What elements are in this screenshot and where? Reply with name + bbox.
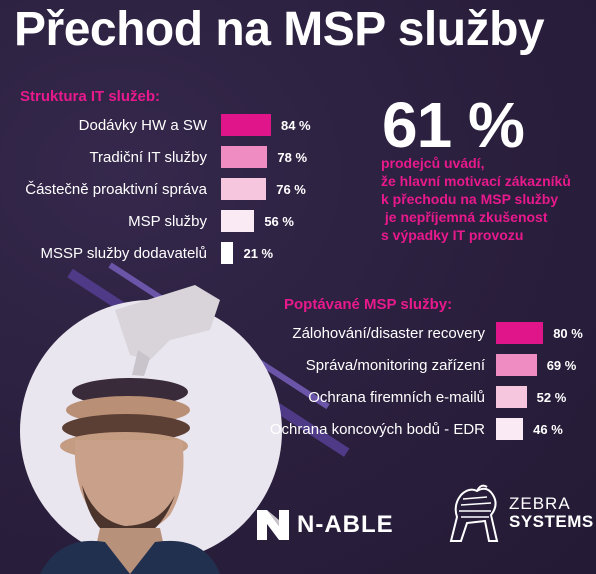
- bar: [496, 418, 524, 440]
- bar-value-label: 69 %: [546, 358, 577, 373]
- stat-line: prodejců uvádí,: [381, 155, 485, 171]
- bar-value-label: 21 %: [243, 246, 274, 261]
- bar-label: Tradiční IT služby: [89, 149, 207, 166]
- page-title: Přechod na MSP služby: [14, 3, 545, 56]
- bar-label: Ochrana firemních e-mailů: [308, 389, 485, 406]
- bar-value-label: 80 %: [553, 326, 583, 341]
- bar-label: Správa/monitoring zařízení: [305, 357, 485, 374]
- bar-value-label: 56 %: [264, 214, 294, 229]
- stat-line: s výpadky IT provozu: [381, 227, 524, 243]
- zebra-logo-text-2: SYSTEMS: [509, 512, 594, 531]
- chart-2-title: Poptávané MSP služby:: [284, 296, 453, 313]
- bar-label: MSP služby: [128, 213, 207, 230]
- bar-label: Ochrana koncových bodů - EDR: [269, 421, 485, 438]
- nable-logo-text: N-ABLE: [297, 511, 394, 538]
- illustration-person: [40, 285, 220, 574]
- zebra-icon: [449, 484, 499, 542]
- bar: [496, 386, 527, 408]
- bar: [221, 210, 255, 232]
- bar-value-label: 78 %: [277, 150, 308, 165]
- bar-value-label: 52 %: [536, 390, 567, 405]
- nable-logo-icon: [257, 510, 289, 540]
- stat-value: 61 %: [382, 89, 525, 161]
- bar-label: MSSP služby dodavatelů: [40, 245, 208, 262]
- zebra-systems-logo: ZEBRA SYSTEMS: [443, 483, 594, 543]
- bar: [221, 178, 267, 200]
- bar: [221, 146, 268, 168]
- bar: [496, 354, 537, 376]
- stat-text: prodejců uvádí, že hlavní motivací zákaz…: [381, 154, 581, 244]
- zebra-logo-text-1: ZEBRA: [509, 494, 571, 513]
- stat-line: k přechodu na MSP služby: [381, 191, 559, 207]
- bar-label: Částečně proaktivní správa: [25, 181, 207, 198]
- bar-label: Zálohování/disaster recovery: [292, 325, 485, 342]
- bar-label: Dodávky HW a SW: [78, 117, 207, 134]
- stat-line: že hlavní motivací zákazníků: [381, 173, 571, 189]
- nable-logo: N-ABLE: [257, 510, 394, 540]
- stat-line: je nepříjemná zkušenost: [381, 209, 548, 225]
- bar: [221, 242, 234, 264]
- bar-value-label: 46 %: [533, 422, 563, 437]
- bar-value-label: 84 %: [280, 118, 311, 133]
- bar: [496, 322, 544, 344]
- chart-1-title: Struktura IT služeb:: [20, 88, 161, 105]
- bar-value-label: 76 %: [276, 182, 306, 197]
- bar: [221, 114, 271, 136]
